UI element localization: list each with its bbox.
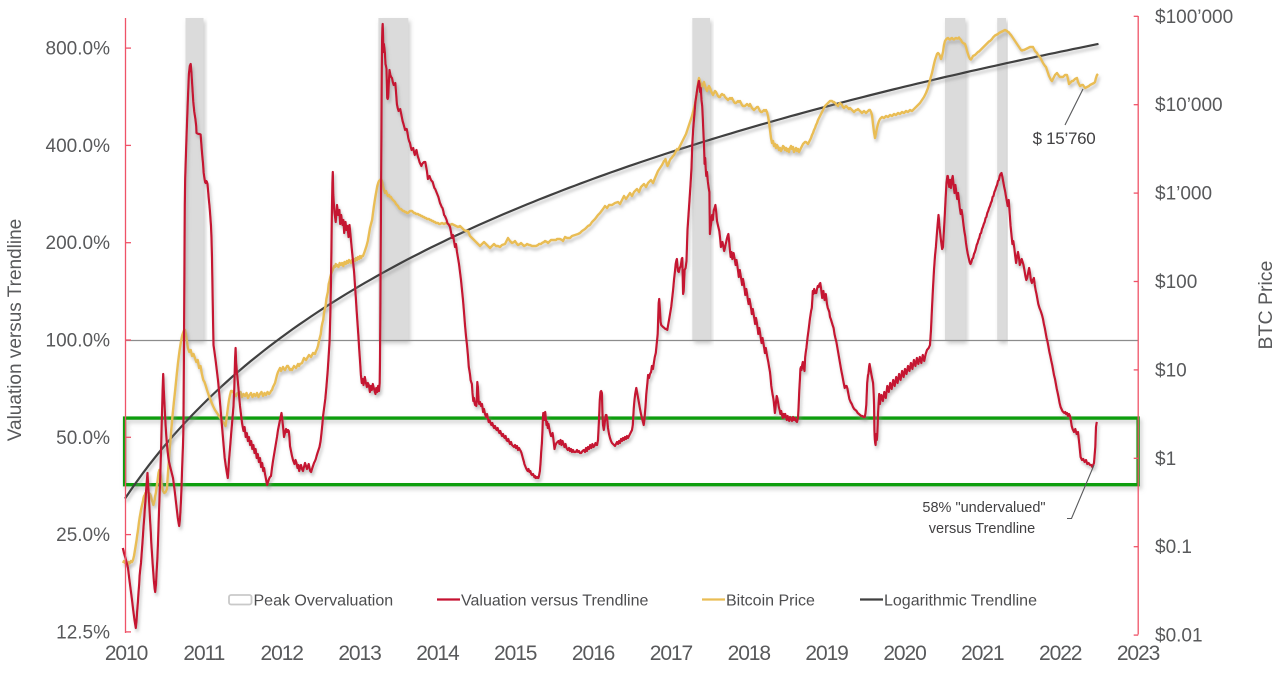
svg-text:Valuation versus Trendline: Valuation versus Trendline [461, 593, 648, 610]
svg-text:$10: $10 [1155, 360, 1187, 381]
svg-text:2023: 2023 [1117, 642, 1160, 665]
svg-text:400.0%: 400.0% [46, 136, 111, 157]
svg-text:2019: 2019 [805, 642, 848, 665]
svg-text:2020: 2020 [883, 642, 926, 665]
svg-text:2022: 2022 [1039, 642, 1082, 665]
svg-text:versus Trendline: versus Trendline [929, 521, 1035, 537]
svg-text:200.0%: 200.0% [46, 233, 111, 254]
svg-text:2014: 2014 [416, 642, 460, 665]
svg-text:2011: 2011 [183, 642, 224, 665]
svg-text:$ 15’760: $ 15’760 [1033, 129, 1096, 148]
svg-text:12.5%: 12.5% [56, 622, 110, 643]
svg-text:2010: 2010 [105, 642, 148, 665]
svg-text:Peak Overvaluation: Peak Overvaluation [254, 593, 394, 610]
svg-text:$1’000: $1’000 [1155, 184, 1212, 205]
svg-text:2018: 2018 [728, 642, 771, 665]
svg-text:50.0%: 50.0% [56, 428, 110, 449]
svg-text:2015: 2015 [494, 642, 537, 665]
svg-text:2017: 2017 [650, 642, 693, 665]
svg-text:$100’000: $100’000 [1155, 7, 1233, 28]
svg-text:$100: $100 [1155, 272, 1197, 293]
svg-text:800.0%: 800.0% [46, 39, 111, 60]
svg-text:Valuation versus Trendline: Valuation versus Trendline [5, 219, 26, 442]
svg-text:Logarithmic Trendline: Logarithmic Trendline [884, 593, 1037, 610]
svg-text:58% "undervalued": 58% "undervalued" [922, 500, 1045, 516]
svg-text:25.0%: 25.0% [56, 525, 110, 546]
svg-text:Bitcoin Price: Bitcoin Price [726, 593, 815, 610]
svg-text:$1: $1 [1155, 449, 1176, 470]
svg-text:2021: 2021 [961, 642, 1004, 665]
svg-text:$10’000: $10’000 [1155, 95, 1223, 116]
svg-text:$0.01: $0.01 [1155, 626, 1203, 647]
svg-text:2016: 2016 [572, 642, 615, 665]
svg-text:100.0%: 100.0% [46, 331, 111, 352]
svg-text:2012: 2012 [261, 642, 304, 665]
svg-text:BTC Price: BTC Price [1255, 261, 1277, 350]
svg-text:2013: 2013 [338, 642, 381, 665]
svg-text:$0.1: $0.1 [1155, 537, 1192, 558]
